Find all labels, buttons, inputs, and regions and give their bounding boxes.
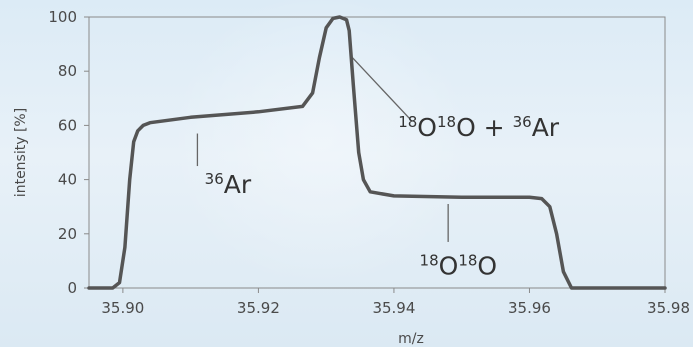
annotation-text: O [417, 113, 437, 142]
x-axis: 35.90 35.92 35.94 35.96 35.98 [101, 288, 690, 317]
annotation-text: Ar [532, 113, 560, 142]
x-tick-label: 35.90 [101, 299, 144, 317]
annotation-superscript: 18 [458, 251, 477, 269]
annotation-label: 18O18O + 36Ar [398, 113, 560, 142]
annotation-superscript: 18 [437, 113, 456, 131]
y-tick-label: 100 [48, 8, 77, 26]
x-tick-label: 35.92 [237, 299, 280, 317]
annotation-superscript: 18 [398, 113, 417, 131]
annotation-superscript: 36 [205, 170, 224, 188]
y-axis-title: intensity [%] [13, 108, 29, 197]
annotation-pointers [196, 54, 449, 242]
annotation-pointer [349, 54, 412, 121]
x-axis-title: m/z [398, 331, 424, 347]
y-tick-label: 40 [58, 171, 77, 189]
annotation-text: O [439, 251, 459, 280]
plot-frame [88, 16, 666, 289]
background-glow [170, 0, 470, 290]
y-tick-label: 20 [58, 225, 77, 243]
annotation-superscript: 36 [513, 113, 532, 131]
y-tick-label: 0 [67, 279, 77, 297]
annotation-label: 18O18O [420, 251, 498, 280]
annotation-text: O [477, 251, 497, 280]
annotation-text: O + [456, 113, 513, 142]
y-tick-label: 80 [58, 62, 77, 80]
series-line [87, 15, 667, 290]
annotation-label: 36Ar [205, 170, 252, 199]
annotation-text: Ar [224, 170, 252, 199]
x-tick-label: 35.98 [647, 299, 690, 317]
y-axis: 0 20 40 60 80 100 [48, 8, 89, 297]
x-tick-label: 35.96 [508, 299, 551, 317]
x-tick-label: 35.94 [372, 299, 415, 317]
annotation-superscript: 18 [420, 251, 439, 269]
y-tick-label: 60 [58, 116, 77, 134]
